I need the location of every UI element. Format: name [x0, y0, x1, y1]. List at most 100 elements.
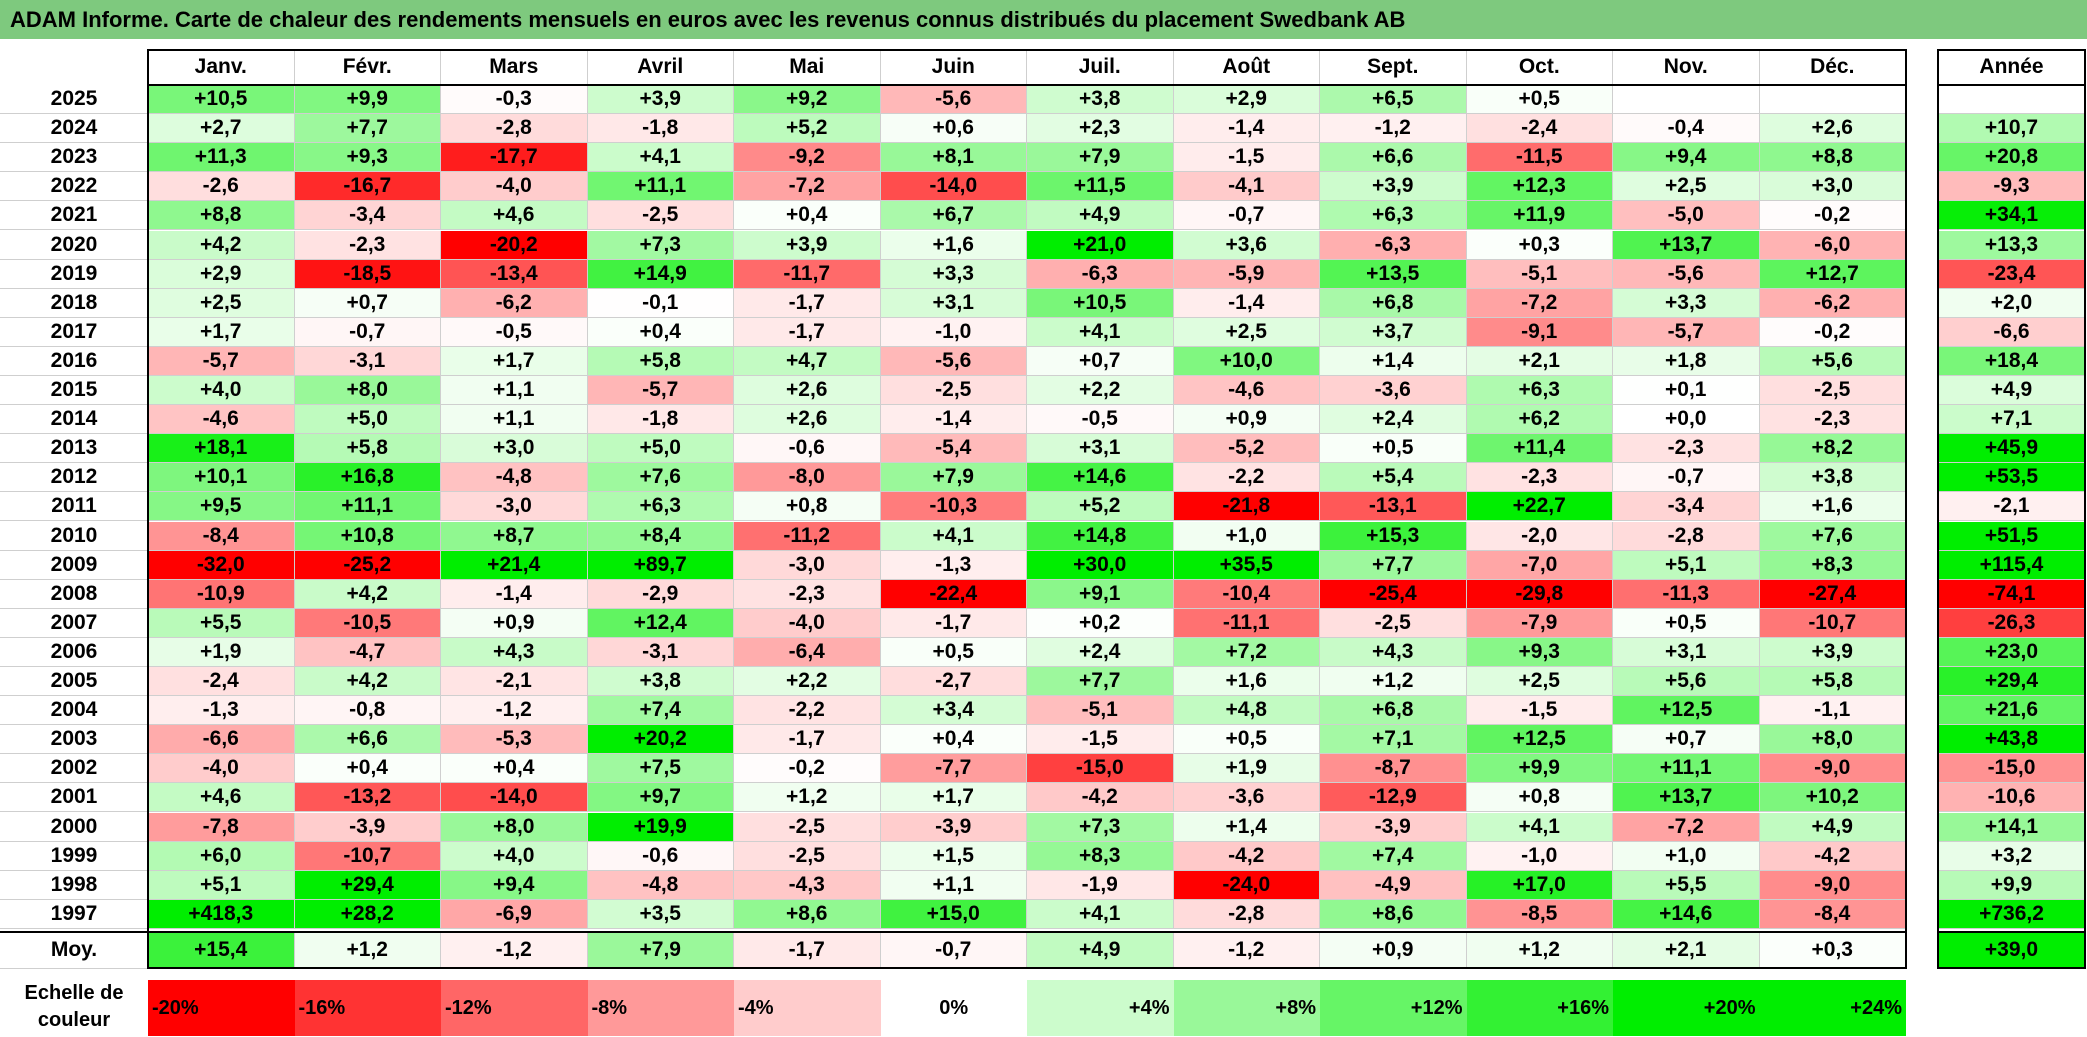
- heatmap-cell: +8,2: [1759, 434, 1906, 464]
- heatmap-cell: -1,7: [734, 317, 881, 347]
- month-header: Avril: [587, 49, 734, 85]
- heatmap-cell: +0,5: [1466, 85, 1613, 115]
- heatmap-cell: -5,7: [148, 346, 295, 376]
- heatmap-cell: -0,2: [1759, 201, 1906, 231]
- heatmap-cell: +14,6: [1027, 463, 1174, 493]
- heatmap-cell: +20,2: [587, 725, 734, 755]
- color-scale-stop: 0%: [880, 980, 1027, 1036]
- row-year-label: 2014: [0, 405, 148, 435]
- heatmap-cell: +4,1: [1027, 899, 1174, 929]
- heatmap-cell: -25,2: [294, 550, 441, 580]
- row-year-label: 2011: [0, 492, 148, 522]
- heatmap-cell: +11,4: [1466, 434, 1613, 464]
- heatmap-cell: +6,3: [1320, 201, 1467, 231]
- annual-cell: -23,4: [1938, 259, 2086, 289]
- average-cell: +7,9: [587, 932, 734, 969]
- heatmap-cell: -2,5: [734, 841, 881, 871]
- heatmap-cell: +4,1: [880, 521, 1027, 551]
- heatmap-cell: +13,7: [1613, 230, 1760, 260]
- heatmap-cell: -3,9: [1320, 812, 1467, 842]
- heatmap-cell: -2,1: [441, 667, 588, 697]
- heatmap-cell: -9,0: [1759, 754, 1906, 784]
- heatmap-cell: +11,1: [1613, 754, 1760, 784]
- row-year-label: 2015: [0, 376, 148, 406]
- heatmap-cell: +10,0: [1173, 346, 1320, 376]
- heatmap-cell: -17,7: [441, 143, 588, 173]
- average-cell: +0,9: [1320, 932, 1467, 969]
- annual-cell: +53,5: [1938, 463, 2086, 493]
- heatmap-cell: -2,8: [1173, 899, 1320, 929]
- heatmap-cell: +7,1: [1320, 725, 1467, 755]
- annual-cell: +3,2: [1938, 841, 2086, 871]
- heatmap-cell: -6,2: [441, 288, 588, 318]
- heatmap-cell: -7,2: [734, 172, 881, 202]
- heatmap-cell: -11,3: [1613, 579, 1760, 609]
- heatmap-cell: -1,8: [587, 114, 734, 144]
- heatmap-cell: +14,8: [1027, 521, 1174, 551]
- heatmap-cell: +14,6: [1613, 899, 1760, 929]
- heatmap-cell: -2,6: [148, 172, 295, 202]
- heatmap-cell: -1,7: [880, 608, 1027, 638]
- heatmap-cell: +1,6: [1759, 492, 1906, 522]
- heatmap-cell: -1,2: [1320, 114, 1467, 144]
- color-scale-stop: -12%: [441, 980, 588, 1036]
- annual-cell: +9,9: [1938, 870, 2086, 900]
- heatmap-cell: +0,5: [1613, 608, 1760, 638]
- heatmap-cell: +0,5: [880, 637, 1027, 667]
- heatmap-cell: -3,9: [294, 812, 441, 842]
- heatmap-cell: +0,4: [441, 754, 588, 784]
- heatmap-cell: +8,8: [1759, 143, 1906, 173]
- heatmap-cell: -10,7: [1759, 608, 1906, 638]
- heatmap-cell: -1,9: [1027, 870, 1174, 900]
- row-year-label: 2008: [0, 580, 148, 609]
- heatmap-cell: -2,5: [587, 201, 734, 231]
- heatmap-cell: -5,3: [441, 725, 588, 755]
- row-year-label: 2016: [0, 347, 148, 376]
- annual-cell: +21,6: [1938, 696, 2086, 726]
- heatmap-cell: +1,1: [880, 870, 1027, 900]
- heatmap-cell: -4,0: [734, 608, 881, 638]
- month-header: Juin: [880, 49, 1027, 85]
- heatmap-cell: +8,3: [1759, 550, 1906, 580]
- row-year-label: 2010: [0, 522, 148, 551]
- heatmap-cell: +14,9: [587, 259, 734, 289]
- heatmap-cell: -4,7: [294, 637, 441, 667]
- heatmap-cell: -1,5: [1173, 143, 1320, 173]
- heatmap-cell: +3,6: [1173, 230, 1320, 260]
- heatmap-cell: +2,4: [1320, 405, 1467, 435]
- heatmap-cell: -7,8: [148, 812, 295, 842]
- heatmap-cell: +35,5: [1173, 550, 1320, 580]
- heatmap-cell: +10,8: [294, 521, 441, 551]
- heatmap-cell: +10,1: [148, 463, 295, 493]
- heatmap-cell: -10,5: [294, 608, 441, 638]
- heatmap-cell: +5,0: [587, 434, 734, 464]
- heatmap-cell: +1,0: [1173, 521, 1320, 551]
- heatmap-cell: -3,4: [294, 201, 441, 231]
- heatmap-cell: +9,3: [1466, 637, 1613, 667]
- heatmap-cell: +0,4: [294, 754, 441, 784]
- color-scale-stop: -8%: [587, 980, 734, 1036]
- heatmap-cell: -2,5: [734, 812, 881, 842]
- heatmap-cell: +3,7: [1320, 317, 1467, 347]
- heatmap-cell: -2,4: [1466, 114, 1613, 144]
- row-year-label: 1999: [0, 842, 148, 871]
- heatmap-cell: -8,0: [734, 463, 881, 493]
- heatmap-cell: +4,8: [1173, 696, 1320, 726]
- annual-cell: +23,0: [1938, 637, 2086, 667]
- heatmap-cell: +22,7: [1466, 492, 1613, 522]
- heatmap-cell: +8,6: [734, 899, 881, 929]
- heatmap-cell: -13,2: [294, 783, 441, 813]
- average-cell: +4,9: [1027, 932, 1174, 969]
- heatmap-cell: -18,5: [294, 259, 441, 289]
- heatmap-cell: -6,0: [1759, 230, 1906, 260]
- heatmap-cell: +7,9: [880, 463, 1027, 493]
- heatmap-cell: -0,2: [1759, 317, 1906, 347]
- heatmap-cell: -11,1: [1173, 608, 1320, 638]
- heatmap-cell: +4,3: [441, 637, 588, 667]
- annual-cell: +14,1: [1938, 812, 2086, 842]
- average-cell: -0,7: [880, 932, 1027, 969]
- annual-cell: -26,3: [1938, 608, 2086, 638]
- heatmap-cell: -3,6: [1173, 783, 1320, 813]
- heatmap-cell: +8,0: [441, 812, 588, 842]
- heatmap-cell: +2,5: [1173, 317, 1320, 347]
